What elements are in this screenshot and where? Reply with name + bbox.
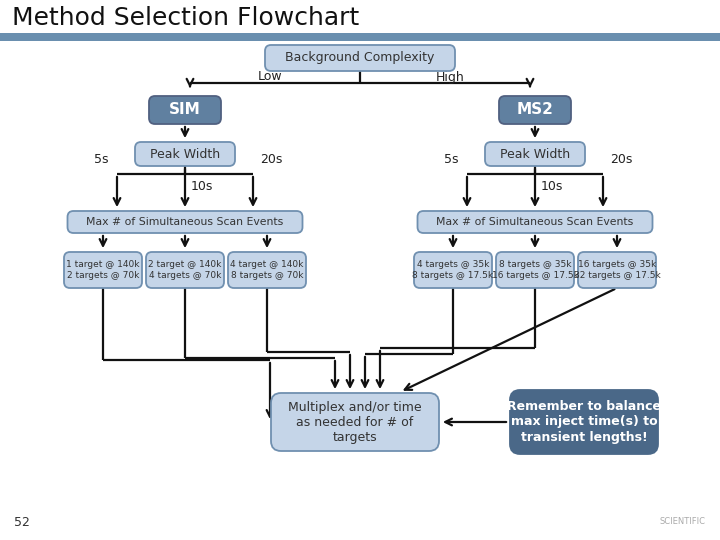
Text: 10s: 10s — [541, 180, 563, 193]
Text: Multiplex and/or time
as needed for # of
targets: Multiplex and/or time as needed for # of… — [288, 401, 422, 443]
Text: 20s: 20s — [610, 153, 632, 166]
FancyBboxPatch shape — [228, 252, 306, 288]
FancyBboxPatch shape — [149, 96, 221, 124]
FancyBboxPatch shape — [499, 96, 571, 124]
Text: High: High — [436, 71, 464, 84]
Text: Max # of Simultaneous Scan Events: Max # of Simultaneous Scan Events — [86, 217, 284, 227]
Text: 5s: 5s — [94, 153, 108, 166]
FancyBboxPatch shape — [68, 211, 302, 233]
FancyBboxPatch shape — [64, 252, 142, 288]
Text: Peak Width: Peak Width — [500, 147, 570, 160]
FancyBboxPatch shape — [578, 252, 656, 288]
FancyBboxPatch shape — [485, 142, 585, 166]
Text: SIM: SIM — [169, 103, 201, 118]
Text: 4 targets @ 35k
8 targets @ 17.5k: 4 targets @ 35k 8 targets @ 17.5k — [413, 260, 494, 280]
Text: Remember to balance
max inject time(s) to
transient lengths!: Remember to balance max inject time(s) t… — [507, 401, 661, 443]
Text: Low: Low — [258, 71, 282, 84]
Text: 20s: 20s — [260, 153, 282, 166]
Text: 10s: 10s — [191, 180, 213, 193]
Bar — [0, 33, 720, 41]
Text: 8 targets @ 35k
16 targets @ 17.5k: 8 targets @ 35k 16 targets @ 17.5k — [492, 260, 578, 280]
FancyBboxPatch shape — [271, 393, 439, 451]
Text: 5s: 5s — [444, 153, 458, 166]
Text: Peak Width: Peak Width — [150, 147, 220, 160]
FancyBboxPatch shape — [418, 211, 652, 233]
Text: 4 target @ 140k
8 targets @ 70k: 4 target @ 140k 8 targets @ 70k — [230, 260, 304, 280]
FancyBboxPatch shape — [496, 252, 574, 288]
Text: Background Complexity: Background Complexity — [285, 51, 435, 64]
FancyBboxPatch shape — [265, 45, 455, 71]
Text: MS2: MS2 — [516, 103, 554, 118]
Text: Method Selection Flowchart: Method Selection Flowchart — [12, 6, 359, 30]
Text: Max # of Simultaneous Scan Events: Max # of Simultaneous Scan Events — [436, 217, 634, 227]
FancyBboxPatch shape — [146, 252, 224, 288]
Text: 16 targets @ 35k
32 targets @ 17.5k: 16 targets @ 35k 32 targets @ 17.5k — [574, 260, 660, 280]
FancyBboxPatch shape — [135, 142, 235, 166]
Text: 52: 52 — [14, 516, 30, 529]
FancyBboxPatch shape — [414, 252, 492, 288]
Text: SCIENTIFIC: SCIENTIFIC — [660, 517, 706, 526]
Text: 1 target @ 140k
2 targets @ 70k: 1 target @ 140k 2 targets @ 70k — [66, 260, 140, 280]
FancyBboxPatch shape — [510, 390, 658, 454]
Text: 2 target @ 140k
4 targets @ 70k: 2 target @ 140k 4 targets @ 70k — [148, 260, 222, 280]
